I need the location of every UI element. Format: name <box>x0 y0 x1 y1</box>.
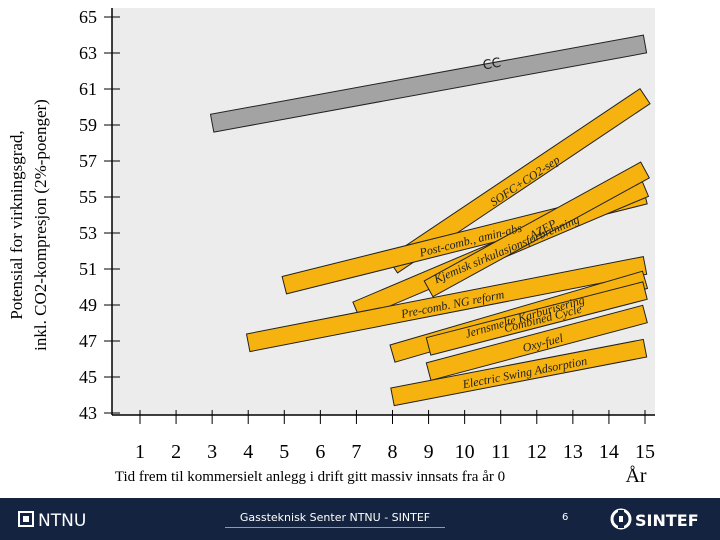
y-tick-label-53: 53 <box>79 223 97 243</box>
x-tick-label-11: 11 <box>491 441 510 463</box>
footer-bar: NTNU Gassteknisk Senter NTNU - SINTEF 6 … <box>0 498 720 540</box>
x-tick-label-14: 14 <box>599 441 619 463</box>
sintef-logo-text: SINTEF <box>635 511 699 530</box>
y-tick-label-45: 45 <box>79 367 97 387</box>
y-tick-label-59: 59 <box>79 115 97 135</box>
x-tick-label-6: 6 <box>315 441 325 463</box>
page-number: 6 <box>562 512 569 523</box>
y-tick-label-49: 49 <box>79 295 97 315</box>
y-tick-label-55: 55 <box>79 187 97 207</box>
band-label-cc: CC <box>482 56 503 74</box>
band-electric-swing-adsorption <box>390 338 648 407</box>
x-tick-label-15: 15 <box>635 441 655 463</box>
band-cc <box>209 34 648 133</box>
x-tick-label-13: 13 <box>563 441 583 463</box>
footer-center-text: Gassteknisk Senter NTNU - SINTEF <box>225 511 445 528</box>
ntnu-logo: NTNU <box>18 511 86 531</box>
x-tick-label-4: 4 <box>243 441 253 463</box>
band-combined-cycle <box>425 281 648 356</box>
y-axis-label-line-2: inkl. CO2-kompresjon (2%-poenger) <box>31 99 50 351</box>
y-tick-label-63: 63 <box>79 43 97 63</box>
x-axis-label: Tid frem til kommersielt anlegg i drift … <box>115 469 505 485</box>
y-tick-label-65: 65 <box>79 7 97 27</box>
x-tick-label-10: 10 <box>455 441 475 463</box>
ntnu-logo-text: NTNU <box>38 511 86 531</box>
y-tick-label-61: 61 <box>79 79 97 99</box>
x-tick-label-7: 7 <box>351 441 361 463</box>
y-tick-label-57: 57 <box>79 151 97 171</box>
x-tick-label-5: 5 <box>279 441 289 463</box>
x-tick-label-8: 8 <box>388 441 398 463</box>
band-layer <box>209 34 651 407</box>
band-oxy-fuel <box>425 304 648 381</box>
x-tick-label-2: 2 <box>171 441 181 463</box>
x-tick-label-12: 12 <box>527 441 547 463</box>
sintef-logo: SINTEF <box>610 508 699 530</box>
band-pre-comb-ng-reform <box>245 256 648 353</box>
band-azep <box>423 161 650 298</box>
y-tick-label-47: 47 <box>79 331 97 351</box>
x-tick-label-9: 9 <box>424 441 434 463</box>
x-tick-label-3: 3 <box>207 441 217 463</box>
x-axis-unit: År <box>625 465 646 487</box>
y-tick-label-43: 43 <box>79 403 97 423</box>
x-tick-label-1: 1 <box>135 441 145 463</box>
y-tick-label-51: 51 <box>79 259 97 279</box>
y-axis-label-line-1: Potensial for virkningsgrad, <box>7 130 26 319</box>
